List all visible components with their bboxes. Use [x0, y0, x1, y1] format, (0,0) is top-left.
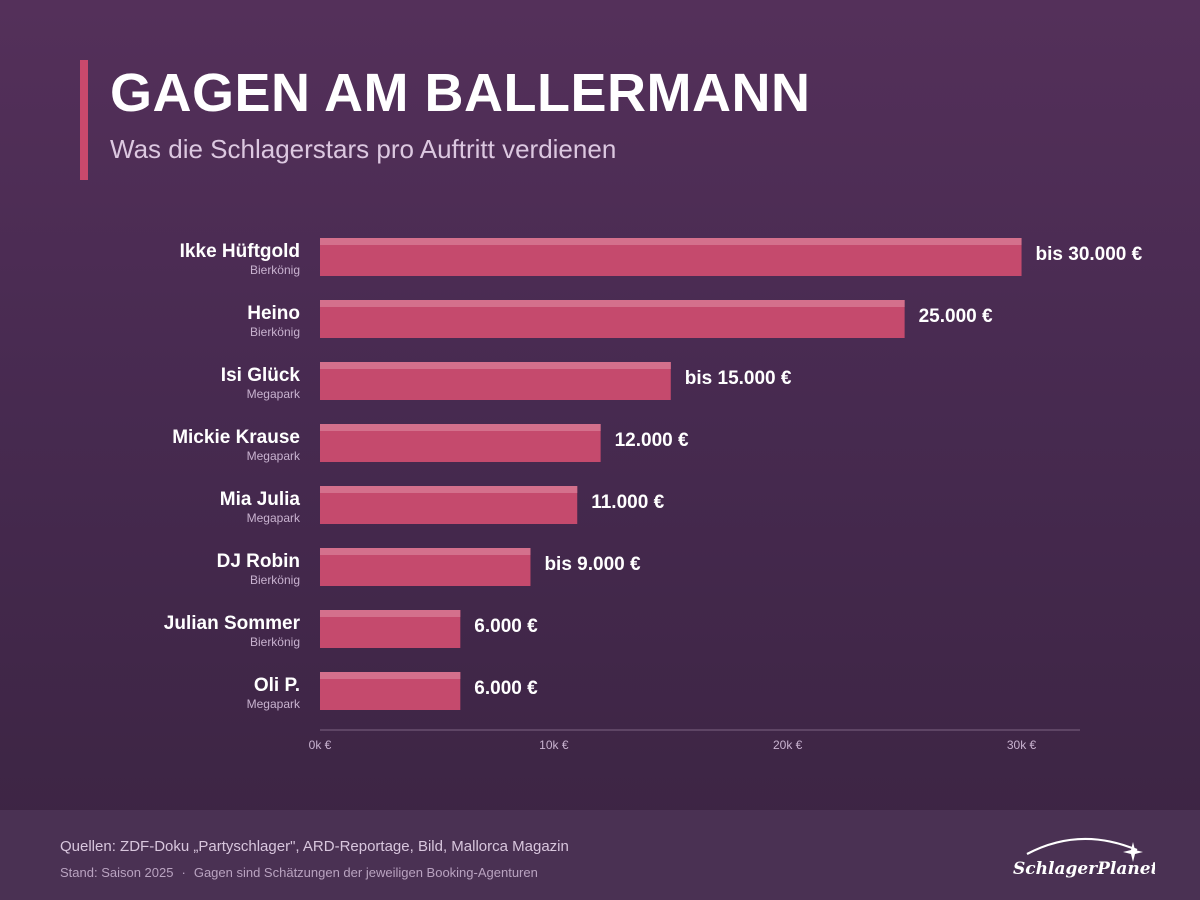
value-label: bis 15.000 € [685, 368, 792, 389]
x-tick-label: 0k € [309, 738, 332, 752]
page-subtitle: Was die Schlagerstars pro Auftritt verdi… [110, 134, 617, 164]
venue-label: Bierkönig [250, 263, 300, 277]
schlagerplanet-logo: SchlagerPlanet [1013, 837, 1155, 879]
x-tick-label: 20k € [773, 738, 803, 752]
sources-text: Quellen: ZDF-Doku „Partyschlager", ARD-R… [60, 838, 569, 855]
category-label: Isi Glück [221, 365, 301, 386]
venue-label: Megapark [247, 449, 301, 463]
stand-text: Stand: Saison 2025 [60, 865, 174, 880]
venue-label: Megapark [247, 697, 301, 711]
bar-highlight [320, 300, 905, 307]
bar-highlight [320, 362, 671, 369]
bar-highlight [320, 424, 601, 431]
category-label: Julian Sommer [164, 613, 301, 634]
category-label: Mia Julia [220, 489, 301, 510]
bar-highlight [320, 548, 531, 555]
venue-label: Bierkönig [250, 635, 300, 649]
footer-note: Gagen sind Schätzungen der jeweiligen Bo… [193, 865, 538, 880]
bar-highlight [320, 486, 578, 493]
logo-arc [1026, 837, 1138, 855]
stand-line: Stand: Saison 2025 · Gagen sind Schätzunge… [60, 865, 538, 880]
bar-highlight [320, 610, 461, 617]
title-accent-bar [80, 60, 88, 180]
category-label: Heino [247, 303, 300, 324]
category-label: Mickie Krause [172, 427, 300, 448]
value-label: 6.000 € [474, 678, 538, 699]
value-label: 25.000 € [919, 306, 993, 327]
value-label: 11.000 € [591, 492, 664, 513]
bar-highlight [320, 672, 461, 679]
value-label: bis 30.000 € [1036, 244, 1143, 265]
x-tick-label: 30k € [1007, 738, 1037, 752]
x-tick-label: 10k € [539, 738, 569, 752]
venue-label: Bierkönig [250, 573, 300, 587]
category-label: DJ Robin [217, 551, 300, 572]
logo-star-icon [1123, 842, 1143, 862]
venue-label: Megapark [247, 387, 301, 401]
footer-separator: · [181, 865, 186, 880]
category-label: Ikke Hüftgold [180, 241, 300, 262]
category-label: Oli P. [254, 675, 300, 696]
value-label: 6.000 € [474, 616, 538, 637]
bar-highlight [320, 238, 1022, 245]
value-label: 12.000 € [615, 430, 689, 451]
venue-label: Megapark [247, 511, 301, 525]
value-label: bis 9.000 € [544, 554, 641, 575]
page-title: GAGEN AM BALLERMANN [110, 63, 811, 123]
footer: Quellen: ZDF-Doku „Partyschlager", ARD-R… [0, 810, 1200, 900]
logo-text: SchlagerPlanet [1013, 859, 1155, 879]
venue-label: Bierkönig [250, 325, 300, 339]
